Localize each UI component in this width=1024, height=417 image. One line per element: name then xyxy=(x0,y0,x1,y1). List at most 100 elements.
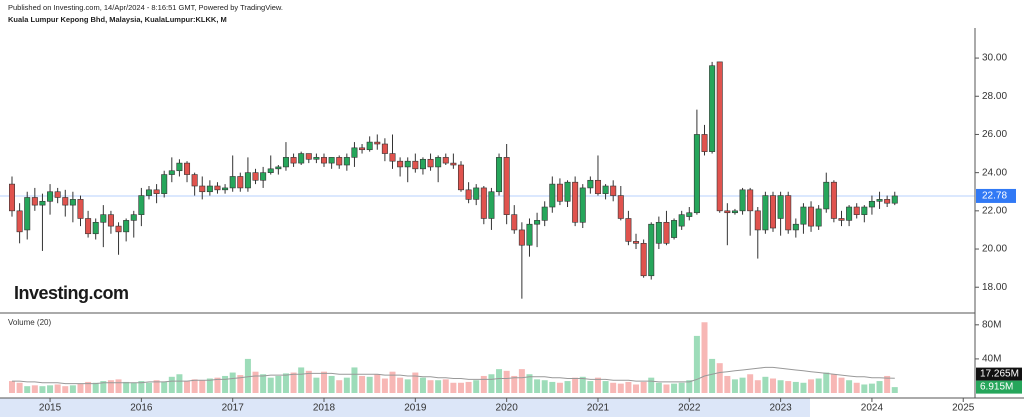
candle-body xyxy=(381,143,388,154)
volume-bar xyxy=(107,380,114,393)
candle-body xyxy=(868,200,875,208)
volume-bar xyxy=(206,378,213,393)
candle-body xyxy=(496,157,503,193)
candle-body xyxy=(785,195,792,231)
candle-body xyxy=(876,199,883,202)
volume-bar xyxy=(511,375,518,393)
candle-body xyxy=(176,162,183,172)
volume-bar xyxy=(321,371,328,393)
volume-ma-line xyxy=(12,366,895,385)
candle-body xyxy=(100,214,107,223)
candle-body xyxy=(39,200,46,206)
volume-bar xyxy=(374,374,381,393)
volume-bar xyxy=(709,358,716,393)
candle-body xyxy=(610,185,617,196)
volume-bar xyxy=(313,377,320,393)
candle-body xyxy=(457,164,464,191)
volume-bar xyxy=(572,377,579,393)
y-tick-label: 30.00 xyxy=(982,53,1007,64)
volume-bar xyxy=(442,379,449,393)
volume-bar xyxy=(290,372,297,393)
candle-body xyxy=(846,206,853,221)
candle-body xyxy=(678,214,685,227)
x-tick-label: 2017 xyxy=(222,403,245,414)
volume-badge xyxy=(976,380,1022,394)
candle-body xyxy=(214,185,221,191)
candle-body xyxy=(191,174,198,187)
volume-bar xyxy=(16,382,23,393)
candle-body xyxy=(891,195,898,204)
candle-body xyxy=(686,212,693,217)
candle-body xyxy=(145,189,152,196)
candle-body xyxy=(450,162,457,166)
volume-bar xyxy=(716,363,723,393)
volume-bar xyxy=(450,382,457,393)
volume-bar xyxy=(633,384,640,393)
candle-body xyxy=(62,197,69,206)
candle-body xyxy=(853,206,860,215)
volume-bar xyxy=(69,385,76,393)
volume-bar xyxy=(587,381,594,393)
volume-bar xyxy=(480,375,487,393)
volume-bar xyxy=(260,374,267,393)
candle-body xyxy=(693,134,700,214)
volume-bar xyxy=(663,384,670,393)
x-tick-label: 2023 xyxy=(769,403,792,414)
chart-title: Kuala Lumpur Kepong Bhd, Malaysia, Kuala… xyxy=(8,15,227,24)
candle-body xyxy=(321,157,328,164)
candle-body xyxy=(465,189,472,200)
volume-bar xyxy=(336,380,343,393)
volume-bar xyxy=(541,380,548,393)
candle-body xyxy=(328,157,335,164)
y-tick-label: 22.00 xyxy=(982,205,1007,216)
candle-body xyxy=(427,158,434,168)
y-tick-label: 18.00 xyxy=(982,282,1007,293)
candle-body xyxy=(473,187,480,200)
volume-bar xyxy=(39,386,46,393)
volume-bar xyxy=(838,377,845,393)
volume-bar xyxy=(282,373,289,393)
candle-body xyxy=(640,243,647,277)
volume-bar xyxy=(739,377,746,393)
candle-body xyxy=(556,183,563,202)
volume-bar xyxy=(808,379,815,393)
volume-bar xyxy=(24,386,31,393)
x-tick-label: 2015 xyxy=(39,403,62,414)
candle-body xyxy=(648,223,655,277)
candle-body xyxy=(237,176,244,189)
candle-body xyxy=(206,185,213,193)
candle-body xyxy=(336,157,343,166)
volume-bar xyxy=(701,322,708,393)
candle-body xyxy=(252,172,259,181)
volume-bar xyxy=(884,375,891,393)
candle-body xyxy=(861,206,868,215)
volume-bar xyxy=(556,382,563,393)
candle-body xyxy=(518,229,525,246)
candle-body xyxy=(31,197,38,206)
volume-bar xyxy=(328,375,335,393)
x-tick-label: 2016 xyxy=(130,403,153,414)
candle-body xyxy=(671,220,678,238)
x-tick-label: 2021 xyxy=(587,403,610,414)
x-tick-label: 2018 xyxy=(313,403,336,414)
volume-bar xyxy=(549,381,556,393)
volume-badge-label: 6.915M xyxy=(980,382,1013,393)
volume-bar xyxy=(747,374,754,393)
volume-bar xyxy=(792,381,799,393)
candle-body xyxy=(161,174,168,194)
volume-bar xyxy=(381,378,388,393)
volume-bar xyxy=(427,380,434,393)
volume-bar xyxy=(359,375,366,393)
volume-bar xyxy=(305,370,312,393)
candle-body xyxy=(633,241,640,244)
candle-body xyxy=(587,179,594,189)
candle-body xyxy=(138,195,145,215)
candle-body xyxy=(267,168,274,173)
price-badge-label: 22.78 xyxy=(982,191,1007,202)
candle-body xyxy=(343,157,350,166)
volume-bar xyxy=(686,380,693,393)
candle-body xyxy=(282,157,289,168)
volume-y-tick-label: 40M xyxy=(982,354,1001,365)
candle-body xyxy=(754,210,761,231)
volume-y-tick-label: 80M xyxy=(982,319,1001,330)
